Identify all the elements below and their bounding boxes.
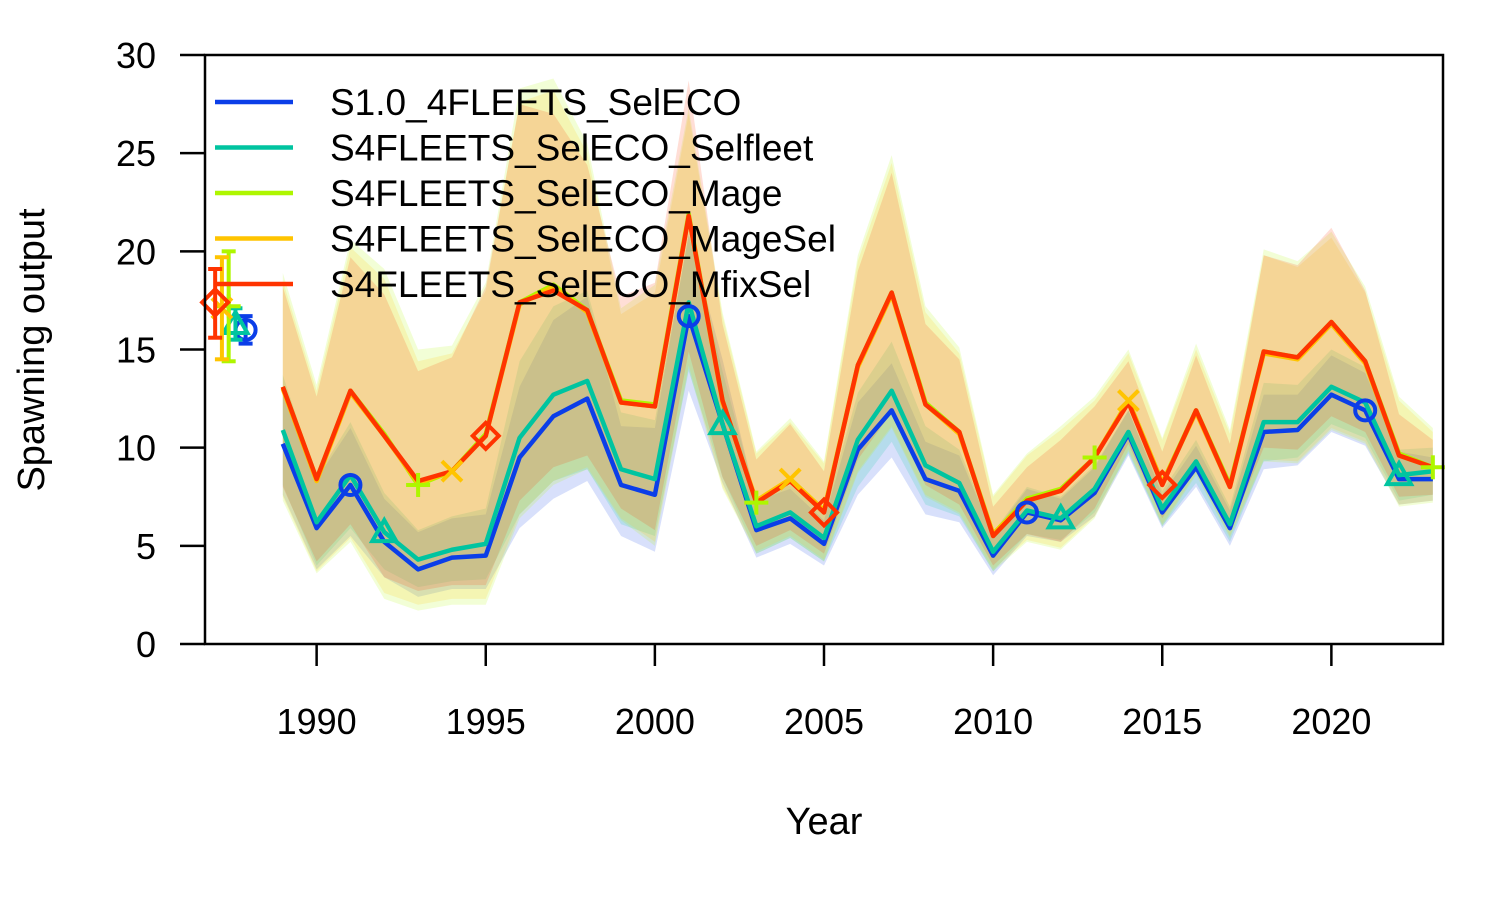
marker-s4fleets-seleco-mfixsel-2005	[808, 496, 840, 529]
marker-s4fleets-seleco-selfleet-2012	[1045, 502, 1077, 530]
axes: 0 5 10 15 20 25 30 1990 1995 2000 2005 2010 2015 2020	[116, 35, 1371, 742]
series-lines	[280, 211, 1434, 572]
band-s4fleets-seleco-selfleet	[282, 235, 1433, 588]
marker-s4fleets-seleco-mfixsel-2015	[1146, 469, 1179, 501]
marker-s4fleets-seleco-mage-2023	[1420, 455, 1445, 480]
legend-label: S1.0_4FLEETS_SelECO	[330, 82, 741, 123]
x-tick-label-1990: 1990	[277, 701, 357, 742]
legend-label: S4FLEETS_SelECO_MfixSel	[330, 264, 811, 305]
legend-item-s4fleets-seleco-magesel: S4FLEETS_SelECO_MageSel	[215, 219, 836, 260]
marker-s4fleets-seleco-selfleet-2022	[1383, 459, 1415, 487]
marker-s1-0-4fleets-seleco-2021	[1353, 398, 1378, 423]
legend-item-s4fleets-seleco-mfixsel: S4FLEETS_SelECO_MfixSel	[215, 264, 811, 305]
virgin-s4fleets-seleco-mfixsel	[199, 267, 231, 340]
y-axis-title: Spawning output	[11, 208, 53, 492]
virgin-estimates	[199, 249, 258, 364]
x-tick-label-2010: 2010	[953, 701, 1033, 742]
band-s4fleets-seleco-mfixsel	[282, 80, 1433, 591]
marker-s4fleets-seleco-magesel-1994	[440, 459, 464, 483]
marker-s1-0-4fleets-seleco-2011	[1014, 500, 1039, 525]
line-s4fleets-seleco-mfixsel	[280, 213, 1434, 539]
y-tick-label-15: 15	[116, 330, 156, 371]
series-markers	[338, 304, 1445, 544]
line-s4fleets-seleco-selfleet	[280, 300, 1434, 562]
marker-s4fleets-seleco-magesel-2004	[778, 467, 802, 491]
x-tick-label-2015: 2015	[1122, 701, 1202, 742]
x-axis-title: Year	[786, 801, 863, 843]
band-s1-0-4fleets-seleco	[282, 233, 1433, 597]
y-tick-label-20: 20	[116, 231, 156, 272]
legend-item-s4fleets-seleco-selfleet: S4FLEETS_SelECO_Selfleet	[215, 128, 814, 169]
legend-item-s1-0-4fleets-seleco: S1.0_4FLEETS_SelECO	[215, 82, 741, 123]
y-tick-label-25: 25	[116, 133, 156, 174]
legend-label: S4FLEETS_SelECO_Selfleet	[330, 128, 814, 169]
marker-s4fleets-seleco-mfixsel-1995	[469, 420, 502, 452]
x-tick-label-2020: 2020	[1291, 701, 1371, 742]
y-tick-label-10: 10	[116, 428, 156, 469]
marker-s4fleets-seleco-selfleet-2002	[707, 408, 738, 436]
y-tick-label-30: 30	[116, 35, 156, 76]
legend-label: S4FLEETS_SelECO_MageSel	[330, 219, 836, 260]
marker-s1-0-4fleets-seleco-1991	[338, 472, 363, 497]
x-tick-label-2000: 2000	[615, 701, 695, 742]
marker-s4fleets-seleco-mage-2003	[744, 490, 769, 515]
legend-item-s4fleets-seleco-mage: S4FLEETS_SelECO_Mage	[215, 173, 782, 214]
marker-s4fleets-seleco-selfleet-1992	[368, 516, 400, 544]
y-tick-label-0: 0	[136, 624, 156, 665]
marker-s4fleets-seleco-mage-2013	[1082, 445, 1107, 470]
legend: S1.0_4FLEETS_SelECO S4FLEETS_SelECO_Selfl…	[215, 82, 836, 305]
marker-s1-0-4fleets-seleco-2001	[676, 304, 701, 329]
virgin-marker-s4fleets-seleco-mfixsel	[199, 286, 231, 319]
x-tick-label-1995: 1995	[446, 701, 526, 742]
x-tick-label-2005: 2005	[784, 701, 864, 742]
marker-s4fleets-seleco-magesel-2014	[1117, 389, 1140, 412]
y-tick-label-5: 5	[136, 526, 156, 567]
legend-label: S4FLEETS_SelECO_Mage	[330, 173, 782, 214]
marker-s4fleets-seleco-mage-1993	[406, 472, 431, 497]
